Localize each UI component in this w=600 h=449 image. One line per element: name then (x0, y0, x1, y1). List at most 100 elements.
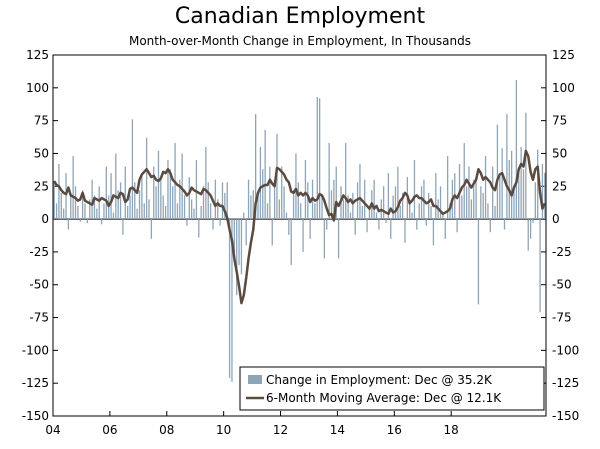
employment-bar (323, 219, 326, 259)
employment-bar (309, 219, 311, 239)
employment-bar (186, 219, 188, 226)
employment-bar (304, 160, 307, 220)
employment-bar (209, 203, 212, 220)
employment-bar (534, 182, 536, 220)
y-tick-label-right: 100 (552, 81, 575, 95)
employment-bar (247, 179, 250, 220)
x-tick-label: 16 (387, 423, 402, 437)
employment-bar (295, 153, 297, 220)
employment-bar (420, 186, 423, 220)
employment-bar (81, 190, 84, 220)
employment-bar (314, 203, 316, 220)
chart-subtitle: Month-over-Month Change in Employment, I… (128, 34, 472, 48)
employment-bar (387, 173, 390, 220)
employment-bar (513, 184, 515, 220)
y-tick-label-left: -150 (22, 409, 49, 423)
employment-bar (292, 190, 295, 220)
employment-bar (164, 205, 167, 220)
employment-bar (217, 199, 219, 220)
employment-bar (349, 212, 352, 220)
employment-bar (477, 219, 480, 305)
employment-bar (302, 219, 304, 252)
employment-bar (112, 212, 115, 220)
y-tick-label-left: 100 (26, 81, 49, 95)
employment-bar (231, 219, 233, 382)
employment-bar (446, 156, 449, 220)
employment-bar (442, 212, 444, 220)
employment-bar (117, 190, 119, 220)
employment-bar (60, 192, 62, 220)
y-tick-label-left: -125 (22, 376, 49, 390)
employment-bar (91, 179, 93, 220)
employment-bar (297, 182, 299, 220)
employment-bar (352, 192, 354, 220)
y-tick-label-right: 75 (552, 114, 567, 128)
employment-bar (195, 160, 198, 220)
employment-bar (385, 219, 387, 224)
employment-bar (444, 219, 446, 239)
y-tick-label-right: -25 (552, 245, 572, 259)
employment-bar (212, 219, 214, 230)
employment-bar (188, 177, 190, 220)
employment-bar (449, 203, 451, 220)
employment-bar (198, 219, 200, 238)
x-tick-label: 08 (159, 423, 174, 437)
y-tick-label-left: 50 (34, 146, 49, 160)
y-tick-label-left: -50 (29, 278, 49, 292)
employment-bar (515, 79, 518, 220)
employment-bar (544, 172, 546, 220)
employment-bar (484, 156, 487, 220)
employment-bar (84, 203, 86, 220)
employment-bar (461, 195, 463, 220)
employment-bar (103, 203, 105, 220)
employment-bar (435, 173, 437, 220)
employment-bar (482, 192, 484, 220)
employment-bar (522, 169, 525, 220)
employment-bar (266, 203, 269, 220)
x-tick-label: 14 (330, 423, 345, 437)
legend-bar-swatch (248, 375, 262, 384)
x-tick-label: 04 (45, 423, 60, 437)
employment-bar (409, 199, 411, 220)
y-tick-label-right: -100 (552, 343, 579, 357)
employment-bar (262, 169, 264, 220)
employment-bar (413, 160, 416, 220)
employment-bar (525, 112, 527, 220)
employment-bar (74, 186, 77, 220)
employment-bar (399, 205, 401, 220)
employment-bar (503, 219, 506, 230)
employment-bar (269, 166, 271, 220)
employment-bar (364, 179, 366, 220)
y-tick-label-right: 25 (552, 179, 567, 193)
employment-bar (110, 173, 112, 220)
employment-bar (252, 190, 254, 220)
y-tick-label-left: 125 (26, 48, 49, 62)
employment-bar (134, 182, 136, 220)
employment-bar (259, 146, 262, 220)
y-tick-label-right: -75 (552, 311, 572, 325)
employment-bar (55, 203, 58, 220)
y-tick-label-left: -75 (29, 311, 49, 325)
employment-bar (250, 195, 252, 220)
employment-bar (70, 195, 72, 220)
employment-bar (233, 219, 235, 259)
employment-bar (157, 150, 160, 220)
y-tick-label-left: 0 (41, 212, 49, 226)
employment-bar (428, 192, 430, 220)
chart-title: Canadian Employment (174, 4, 426, 29)
employment-bar (496, 124, 499, 220)
y-tick-label-right: -150 (552, 409, 579, 423)
employment-bar (321, 195, 323, 220)
employment-bar (226, 182, 228, 220)
employment-bar (169, 169, 171, 220)
employment-bar (145, 137, 148, 220)
employment-bar (416, 219, 418, 230)
employment-bar (162, 195, 164, 220)
employment-bar (115, 153, 117, 220)
employment-bar (89, 199, 91, 220)
employment-bar (150, 219, 153, 239)
employment-bar (489, 219, 491, 233)
employment-bar (191, 199, 193, 220)
employment-bar (494, 205, 496, 220)
employment-bar (93, 195, 96, 220)
